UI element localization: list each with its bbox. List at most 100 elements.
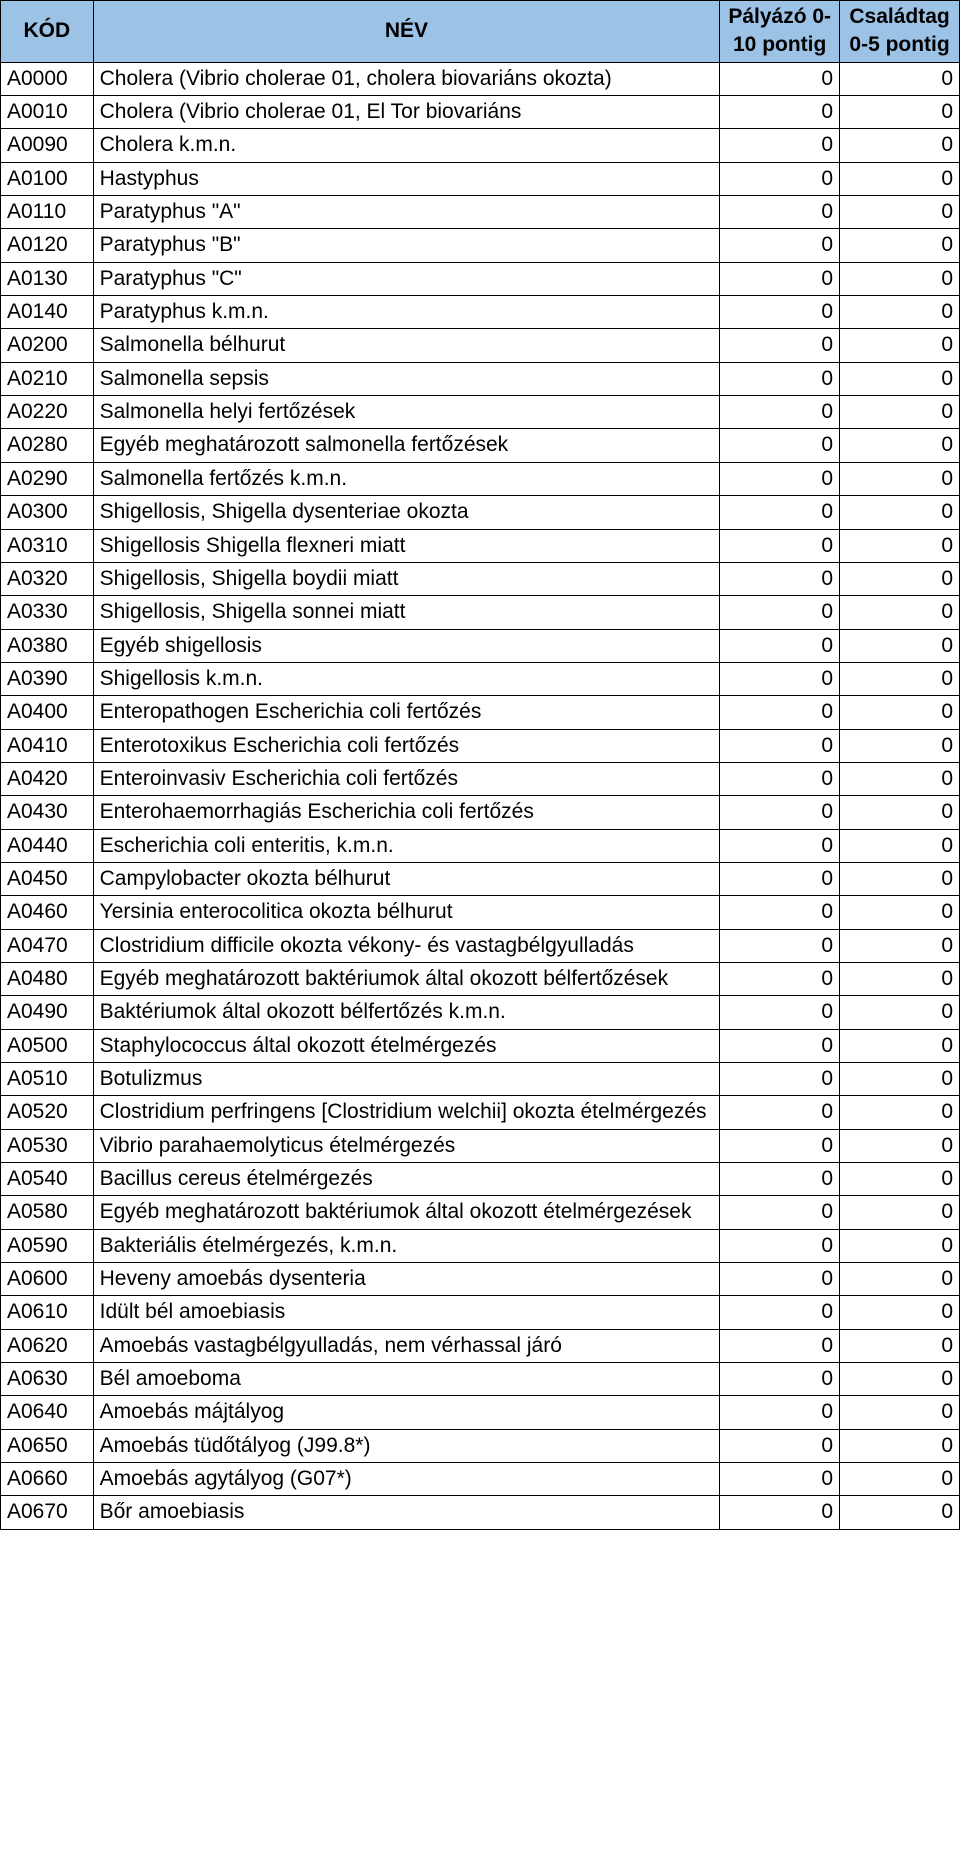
cell-code: A0450: [1, 862, 94, 895]
cell-name: Heveny amoebás dysenteria: [93, 1263, 720, 1296]
cell-p2: 0: [840, 429, 960, 462]
cell-p2: 0: [840, 929, 960, 962]
table-row: A0670Bőr amoebiasis00: [1, 1496, 960, 1529]
cell-code: A0520: [1, 1096, 94, 1129]
cell-p2: 0: [840, 1196, 960, 1229]
cell-p1: 0: [720, 729, 840, 762]
cell-p2: 0: [840, 629, 960, 662]
disease-code-table: KÓD NÉV Pályázó 0-10 pontig Családtag 0-…: [0, 0, 960, 1530]
table-row: A0090Cholera k.m.n.00: [1, 129, 960, 162]
cell-name: Shigellosis, Shigella boydii miatt: [93, 562, 720, 595]
cell-code: A0300: [1, 496, 94, 529]
cell-p1: 0: [720, 896, 840, 929]
cell-name: Vibrio parahaemolyticus ételmérgezés: [93, 1129, 720, 1162]
cell-p1: 0: [720, 1129, 840, 1162]
cell-p1: 0: [720, 929, 840, 962]
table-row: A0490Baktériumok által okozott bélfertőz…: [1, 996, 960, 1029]
table-row: A0300Shigellosis, Shigella dysenteriae o…: [1, 496, 960, 529]
cell-p1: 0: [720, 362, 840, 395]
table-row: A0500Staphylococcus által okozott ételmé…: [1, 1029, 960, 1062]
cell-p2: 0: [840, 729, 960, 762]
table-row: A0110Paratyphus "A"00: [1, 196, 960, 229]
table-row: A0630Bél amoeboma00: [1, 1363, 960, 1396]
cell-code: A0650: [1, 1429, 94, 1462]
cell-p1: 0: [720, 1396, 840, 1429]
cell-p2: 0: [840, 1229, 960, 1262]
cell-p2: 0: [840, 96, 960, 129]
table-row: A0200Salmonella bélhurut00: [1, 329, 960, 362]
cell-p2: 0: [840, 496, 960, 529]
cell-name: Egyéb meghatározott salmonella fertőzése…: [93, 429, 720, 462]
cell-name: Egyéb shigellosis: [93, 629, 720, 662]
cell-code: A0140: [1, 296, 94, 329]
table-row: A0320Shigellosis, Shigella boydii miatt0…: [1, 562, 960, 595]
cell-p2: 0: [840, 262, 960, 295]
cell-code: A0630: [1, 1363, 94, 1396]
cell-code: A0090: [1, 129, 94, 162]
cell-name: Enterohaemorrhagiás Escherichia coli fer…: [93, 796, 720, 829]
cell-p2: 0: [840, 1496, 960, 1529]
cell-code: A0220: [1, 396, 94, 429]
cell-p1: 0: [720, 662, 840, 695]
cell-p2: 0: [840, 762, 960, 795]
cell-name: Shigellosis, Shigella sonnei miatt: [93, 596, 720, 629]
cell-code: A0410: [1, 729, 94, 762]
cell-p2: 0: [840, 362, 960, 395]
cell-p1: 0: [720, 496, 840, 529]
table-row: A0390Shigellosis k.m.n.00: [1, 662, 960, 695]
table-row: A0280Egyéb meghatározott salmonella fert…: [1, 429, 960, 462]
cell-name: Yersinia enterocolitica okozta bélhurut: [93, 896, 720, 929]
cell-p1: 0: [720, 996, 840, 1029]
cell-name: Bacillus cereus ételmérgezés: [93, 1163, 720, 1196]
cell-name: Salmonella bélhurut: [93, 329, 720, 362]
table-row: A0220Salmonella helyi fertőzések00: [1, 396, 960, 429]
cell-p2: 0: [840, 396, 960, 429]
cell-name: Enterotoxikus Escherichia coli fertőzés: [93, 729, 720, 762]
cell-p1: 0: [720, 1063, 840, 1096]
cell-p2: 0: [840, 1163, 960, 1196]
cell-p1: 0: [720, 162, 840, 195]
table-row: A0540Bacillus cereus ételmérgezés00: [1, 1163, 960, 1196]
cell-p2: 0: [840, 1096, 960, 1129]
cell-p1: 0: [720, 1429, 840, 1462]
cell-p1: 0: [720, 262, 840, 295]
cell-p1: 0: [720, 1363, 840, 1396]
cell-code: A0580: [1, 1196, 94, 1229]
table-row: A0140Paratyphus k.m.n.00: [1, 296, 960, 329]
cell-code: A0210: [1, 362, 94, 395]
cell-code: A0000: [1, 62, 94, 95]
cell-p1: 0: [720, 696, 840, 729]
cell-name: Amoebás vastagbélgyulladás, nem vérhassa…: [93, 1329, 720, 1362]
cell-p1: 0: [720, 529, 840, 562]
cell-p1: 0: [720, 1463, 840, 1496]
table-row: A0290Salmonella fertőzés k.m.n.00: [1, 462, 960, 495]
cell-p1: 0: [720, 296, 840, 329]
cell-name: Cholera (Vibrio cholerae 01, El Tor biov…: [93, 96, 720, 129]
cell-name: Cholera k.m.n.: [93, 129, 720, 162]
table-row: A0440Escherichia coli enteritis, k.m.n.0…: [1, 829, 960, 862]
cell-p2: 0: [840, 896, 960, 929]
cell-p1: 0: [720, 396, 840, 429]
cell-p2: 0: [840, 1129, 960, 1162]
cell-p2: 0: [840, 1463, 960, 1496]
table-row: A0480Egyéb meghatározott baktériumok ált…: [1, 962, 960, 995]
cell-p1: 0: [720, 429, 840, 462]
cell-code: A0380: [1, 629, 94, 662]
cell-code: A0500: [1, 1029, 94, 1062]
cell-code: A0540: [1, 1163, 94, 1196]
cell-code: A0290: [1, 462, 94, 495]
table-row: A0660Amoebás agytályog (G07*)00: [1, 1463, 960, 1496]
cell-p1: 0: [720, 762, 840, 795]
cell-p2: 0: [840, 1329, 960, 1362]
cell-code: A0390: [1, 662, 94, 695]
cell-p1: 0: [720, 196, 840, 229]
cell-p1: 0: [720, 1096, 840, 1129]
table-row: A0210Salmonella sepsis00: [1, 362, 960, 395]
cell-p2: 0: [840, 1263, 960, 1296]
table-row: A0100Hastyphus00: [1, 162, 960, 195]
cell-code: A0600: [1, 1263, 94, 1296]
table-row: A0470Clostridium difficile okozta vékony…: [1, 929, 960, 962]
cell-p1: 0: [720, 62, 840, 95]
cell-name: Staphylococcus által okozott ételmérgezé…: [93, 1029, 720, 1062]
cell-name: Egyéb meghatározott baktériumok által ok…: [93, 1196, 720, 1229]
